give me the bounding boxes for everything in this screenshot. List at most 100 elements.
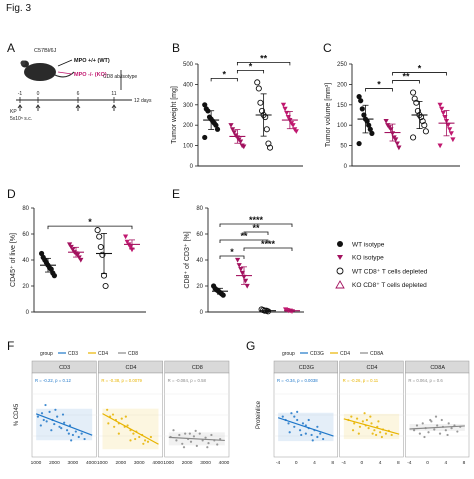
injection-label: KP xyxy=(10,109,17,115)
data-point xyxy=(255,85,262,92)
data-point xyxy=(369,415,372,418)
y-tick-label: 0 xyxy=(190,164,194,170)
x-tick-label: 3000 xyxy=(68,460,79,466)
y-tick-label: 80 xyxy=(196,206,203,212)
data-point xyxy=(429,418,432,422)
data-point xyxy=(78,257,84,263)
data-point xyxy=(427,431,430,434)
data-point xyxy=(71,433,75,437)
data-point xyxy=(304,432,307,435)
data-point xyxy=(220,292,226,298)
data-point xyxy=(371,432,374,435)
svg-text:WT isotype: WT isotype xyxy=(352,242,385,249)
data-point xyxy=(379,431,382,434)
facet-title: CD8A xyxy=(430,365,445,371)
panel-label-g: G xyxy=(246,339,255,353)
y-tick-label: 60 xyxy=(22,232,29,238)
panel-label-e: E xyxy=(172,187,180,201)
data-point xyxy=(94,227,101,234)
data-point xyxy=(358,425,362,428)
data-point xyxy=(51,273,58,279)
significance-bracket xyxy=(365,88,393,92)
data-point xyxy=(447,422,450,425)
y-tick-label: 20 xyxy=(196,284,203,290)
data-point xyxy=(80,432,83,435)
significance-bracket xyxy=(392,72,447,76)
legend-title: group xyxy=(40,351,53,357)
data-point xyxy=(96,233,103,240)
data-point xyxy=(447,127,453,132)
panel-label-a: A xyxy=(7,41,15,55)
data-point xyxy=(419,118,426,125)
data-point xyxy=(300,433,303,437)
data-point xyxy=(437,143,443,149)
y-axis-label: CD8⁺ of CD3⁺ [%] xyxy=(184,231,191,288)
correlation-annotation: R = -0.22, p = 0.12 xyxy=(35,378,71,383)
data-point xyxy=(444,429,447,432)
legend-item-wt-depleted: WT CD8⁺ T cells depleted xyxy=(336,267,428,276)
correlation-annotation: R = -0.26, p = 0.11 xyxy=(343,378,379,383)
data-point xyxy=(369,130,375,136)
data-point xyxy=(56,415,59,418)
dose-label: 5x10⁵ s.c. xyxy=(10,116,32,122)
data-point xyxy=(418,113,425,121)
correlation-g: group CD3G CD4 CD8A Proteinlice CD3G R = -0.34… xyxy=(256,351,470,466)
data-point xyxy=(446,433,449,437)
data-point xyxy=(296,410,299,413)
data-point xyxy=(410,89,417,96)
y-tick-label: 400 xyxy=(183,82,194,88)
data-point xyxy=(216,443,219,446)
correlation-annotation: R = -0.34, p = 0.0038 xyxy=(277,378,318,383)
facet-title: CD4 xyxy=(125,365,136,371)
regression-line xyxy=(277,417,334,437)
data-point xyxy=(436,424,439,427)
arrow-up-icon xyxy=(75,104,81,109)
data-point xyxy=(70,247,76,253)
data-point xyxy=(293,129,299,134)
data-point xyxy=(287,422,290,425)
x-tick-label: 0 xyxy=(426,460,429,466)
y-axis-label: Proteinlice xyxy=(256,400,262,429)
data-point xyxy=(44,403,47,407)
data-point xyxy=(281,415,284,418)
data-point xyxy=(456,430,459,433)
data-point xyxy=(111,413,115,416)
y-tick-label: 500 xyxy=(183,62,194,68)
data-point xyxy=(188,432,191,435)
data-point xyxy=(126,424,129,427)
facet-title: CD4 xyxy=(366,365,377,371)
regression-line xyxy=(168,436,225,442)
data-point xyxy=(229,127,236,132)
data-point xyxy=(290,412,293,415)
data-point xyxy=(375,433,378,437)
data-point xyxy=(351,429,355,432)
data-point xyxy=(237,139,244,145)
regression-line xyxy=(35,413,93,436)
x-tick-label: 4 xyxy=(313,460,316,466)
data-point xyxy=(421,422,424,425)
significance-bracket xyxy=(243,231,269,235)
plot-d: 0 20 40 60 80 CD45⁺ of live [%] * xyxy=(10,206,146,316)
x-tick-label: 2000 xyxy=(115,460,126,466)
data-point xyxy=(410,134,417,141)
x-tick-label: -4 xyxy=(407,460,412,466)
y-tick-label: 80 xyxy=(22,206,29,212)
data-point xyxy=(350,415,353,418)
data-point xyxy=(356,140,362,147)
x-tick-label: 8 xyxy=(397,460,400,466)
arrow-up-icon xyxy=(17,104,23,109)
correlation-annotation: R = -0.38, p = 0.0079 xyxy=(101,378,142,383)
x-tick-label: 4000 xyxy=(152,460,163,466)
data-point xyxy=(262,113,269,121)
y-tick-label: 200 xyxy=(337,82,348,88)
data-point xyxy=(117,432,120,435)
data-point xyxy=(67,242,73,247)
data-point xyxy=(373,429,376,432)
y-axis-label: Tumor weight [mg] xyxy=(171,86,178,144)
data-point xyxy=(450,137,456,143)
data-point xyxy=(124,415,127,418)
arrow-up-icon xyxy=(111,104,117,109)
significance-bracket xyxy=(243,247,293,251)
y-tick-label: 40 xyxy=(196,258,203,264)
